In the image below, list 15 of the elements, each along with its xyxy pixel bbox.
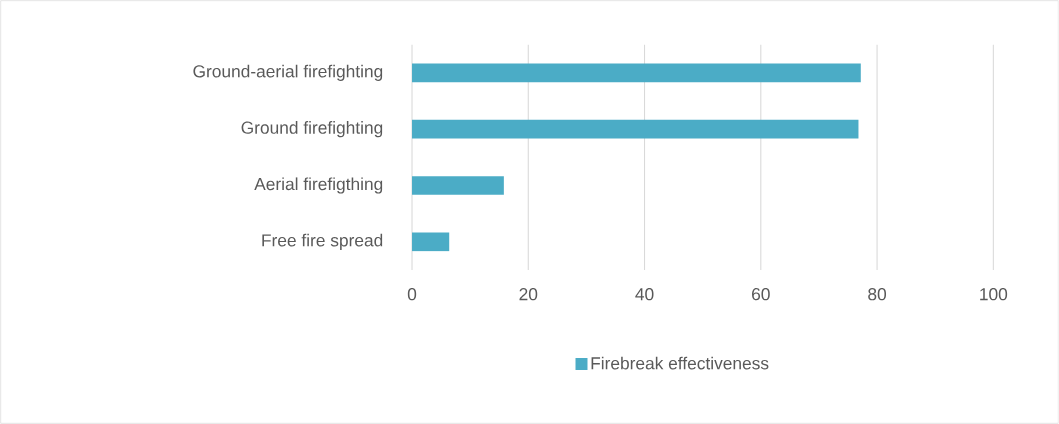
x-tick-label: 100	[980, 288, 1008, 301]
y-tick-label: Ground firefighting	[241, 121, 383, 138]
y-tick-label: Ground-aerial firefighting	[193, 64, 383, 81]
x-tick-label: 80	[868, 288, 887, 301]
legend-label: Firebreak effectiveness	[591, 356, 769, 370]
bar	[412, 63, 861, 83]
bar	[412, 176, 504, 195]
y-tick-label: Free fire spread	[262, 233, 383, 250]
y-tick-label: Aerial firefigthing	[254, 177, 383, 194]
bar	[412, 119, 859, 139]
x-tick-label: 60	[752, 288, 770, 301]
bar	[412, 232, 450, 252]
x-tick-label: 20	[519, 288, 538, 301]
x-tick-label: 0	[407, 288, 417, 301]
x-tick-label: 40	[635, 288, 654, 301]
